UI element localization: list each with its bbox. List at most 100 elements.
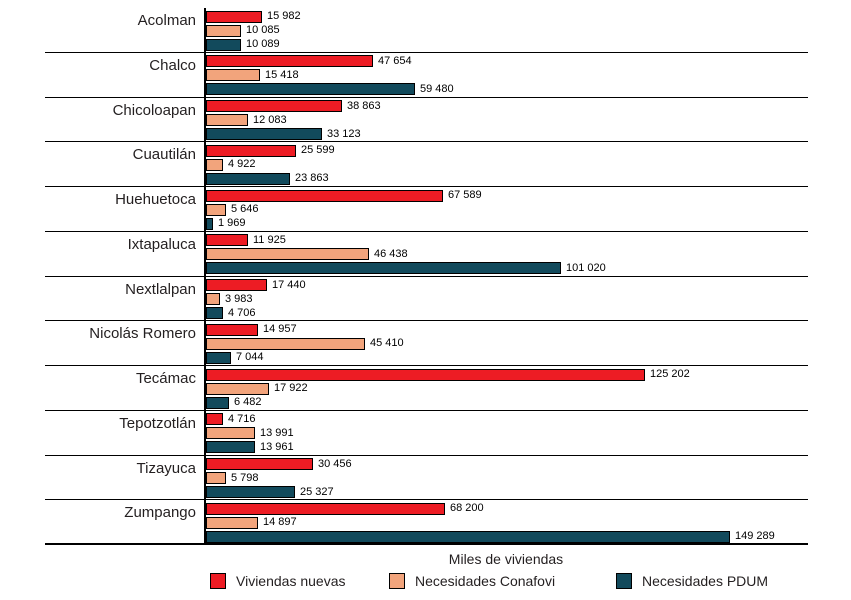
bar-value-label: 17 440: [272, 278, 306, 291]
bar-value-label: 10 089: [246, 38, 280, 50]
bar-line: 4 922: [206, 158, 808, 171]
bar-necesidades-pdum: [206, 128, 322, 140]
bar-value-label: 67 589: [448, 189, 482, 201]
bar-necesidades-conafovi: [206, 24, 241, 37]
bar-viviendas-nuevas: [206, 323, 258, 336]
category-label: Nextlalpan: [125, 280, 196, 298]
bar-viviendas-nuevas: [206, 413, 223, 426]
category-label: Chalco: [149, 56, 196, 74]
bar-value-label: 4 922: [228, 158, 256, 171]
bar-viviendas-nuevas: [206, 55, 373, 68]
bar-necesidades-pdum: [206, 262, 561, 275]
category-row-chalco: Chalco 47 654 15 418 59 480: [45, 52, 808, 98]
chart-rows: Acolman 15 982 10 085 10 089 Chalco 47 654 15 …: [45, 8, 808, 545]
bar-line: 4 706: [206, 307, 808, 319]
legend-item-necesidades-pdum: Necesidades PDUM: [616, 573, 768, 589]
bar-line: 101 020: [206, 261, 808, 275]
category-label: Chicoloapan: [112, 101, 196, 119]
category-label: Nicolás Romero: [89, 325, 196, 343]
bar-value-label: 45 410: [370, 337, 404, 350]
bar-value-label: 11 925: [253, 233, 286, 246]
bar-line: 12 083: [206, 114, 808, 126]
category-label: Zumpango: [124, 504, 196, 522]
bar-line: 149 289: [206, 530, 808, 543]
bar-value-label: 1 969: [218, 217, 246, 229]
bar-value-label: 25 599: [301, 144, 335, 157]
bar-viviendas-nuevas: [206, 234, 248, 247]
bar-line: 5 646: [206, 203, 808, 216]
category-bars: 4 716 13 991 13 961: [204, 410, 808, 455]
bar-value-label: 38 863: [347, 99, 381, 112]
bar-line: 47 654: [206, 54, 808, 68]
bar-value-label: 149 289: [735, 530, 775, 543]
bar-value-label: 30 456: [318, 457, 352, 470]
bar-line: 125 202: [206, 368, 808, 381]
category-label: Tepotzotlán: [119, 414, 196, 432]
category-row-nextlalpan: Nextlalpan 17 440 3 983 4 706: [45, 276, 808, 322]
category-label: Acolman: [137, 12, 196, 29]
category-row-tepotzotl-n: Tepotzotlán 4 716 13 991 13 961: [45, 410, 808, 456]
bar-value-label: 13 961: [260, 440, 294, 453]
category-row-tec-mac: Tecámac 125 202 17 922 6 482: [45, 366, 808, 411]
bar-line: 14 957: [206, 323, 808, 336]
bar-line: 6 482: [206, 396, 808, 409]
category-row-huehuetoca: Huehuetoca 67 589 5 646 1 969: [45, 187, 808, 232]
legend-label-viviendas-nuevas: Viviendas nuevas: [236, 573, 346, 589]
legend-swatch-necesidades-pdum: [616, 573, 632, 589]
category-label: Tecámac: [135, 370, 196, 387]
bar-necesidades-pdum: [206, 217, 213, 230]
bar-value-label: 7 044: [236, 351, 264, 364]
bar-necesidades-conafovi: [206, 69, 260, 82]
bar-value-label: 47 654: [378, 54, 412, 67]
bar-value-label: 12 083: [253, 113, 287, 126]
bar-value-label: 101 020: [566, 261, 606, 274]
category-row-tizayuca: Tizayuca 30 456 5 798 25 327: [45, 455, 808, 501]
bar-viviendas-nuevas: [206, 458, 313, 470]
bar-necesidades-conafovi: [206, 158, 223, 171]
bar-viviendas-nuevas: [206, 502, 445, 515]
bar-line: 17 440: [206, 279, 808, 291]
category-row-acolman: Acolman 15 982 10 085 10 089: [45, 8, 808, 53]
legend-label-necesidades-pdum: Necesidades PDUM: [642, 573, 769, 589]
bar-viviendas-nuevas: [206, 10, 262, 23]
category-label: Cuautilán: [132, 146, 196, 164]
bar-line: 5 798: [206, 472, 808, 484]
legend-item-viviendas-nuevas: Viviendas nuevas: [210, 573, 345, 589]
category-bars: 68 200 14 897 149 289: [204, 500, 808, 543]
legend-swatch-viviendas-nuevas: [210, 573, 226, 589]
bar-value-label: 4 706: [228, 306, 256, 319]
bar-value-label: 46 438: [374, 247, 408, 260]
bar-necesidades-conafovi: [206, 248, 369, 261]
bar-value-label: 14 897: [263, 516, 297, 529]
bar-line: 46 438: [206, 247, 808, 261]
bar-line: 25 599: [206, 144, 808, 157]
bar-value-label: 15 418: [265, 68, 299, 81]
bar-necesidades-pdum: [206, 441, 255, 454]
bar-necesidades-conafovi: [206, 472, 226, 484]
bar-necesidades-pdum: [206, 486, 295, 498]
bar-necesidades-pdum: [206, 351, 231, 364]
bar-viviendas-nuevas: [206, 368, 645, 381]
bar-value-label: 33 123: [327, 127, 361, 140]
bar-value-label: 5 798: [231, 471, 259, 484]
bar-necesidades-conafovi: [206, 516, 258, 529]
legend-label-necesidades-conafovi: Necesidades Conafovi: [415, 573, 556, 589]
bar-necesidades-pdum: [206, 172, 290, 185]
bar-value-label: 13 991: [260, 426, 294, 439]
bar-value-label: 6 482: [234, 396, 262, 408]
bar-line: 3 983: [206, 293, 808, 305]
bar-viviendas-nuevas: [206, 189, 443, 202]
bar-value-label: 23 863: [295, 172, 329, 185]
bar-value-label: 3 983: [225, 292, 253, 305]
bar-necesidades-conafovi: [206, 337, 365, 350]
category-label: Tizayuca: [136, 459, 196, 477]
bar-necesidades-conafovi: [206, 427, 255, 440]
bar-value-label: 17 922: [274, 382, 308, 394]
bar-line: 10 089: [206, 38, 808, 51]
bar-necesidades-pdum: [206, 396, 229, 409]
category-row-ixtapaluca: Ixtapaluca 11 925 46 438 101 020: [45, 231, 808, 277]
category-bars: 47 654 15 418 59 480: [204, 52, 808, 97]
category-label: Huehuetoca: [115, 191, 196, 208]
category-bars: 25 599 4 922 23 863: [204, 142, 808, 186]
